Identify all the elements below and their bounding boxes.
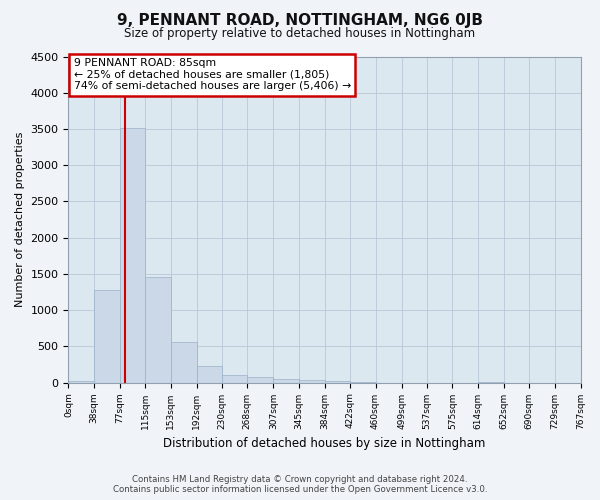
Text: Contains HM Land Registry data © Crown copyright and database right 2024.
Contai: Contains HM Land Registry data © Crown c…	[113, 474, 487, 494]
Text: 9 PENNANT ROAD: 85sqm
← 25% of detached houses are smaller (1,805)
74% of semi-d: 9 PENNANT ROAD: 85sqm ← 25% of detached …	[74, 58, 351, 92]
X-axis label: Distribution of detached houses by size in Nottingham: Distribution of detached houses by size …	[163, 437, 485, 450]
Bar	[94, 290, 120, 382]
Bar	[274, 379, 299, 382]
Bar	[68, 381, 94, 382]
Bar	[299, 380, 325, 382]
Bar	[325, 381, 350, 382]
Y-axis label: Number of detached properties: Number of detached properties	[15, 132, 25, 307]
Bar	[170, 342, 197, 382]
Bar	[222, 374, 247, 382]
Text: 9, PENNANT ROAD, NOTTINGHAM, NG6 0JB: 9, PENNANT ROAD, NOTTINGHAM, NG6 0JB	[117, 12, 483, 28]
Text: Size of property relative to detached houses in Nottingham: Size of property relative to detached ho…	[124, 28, 476, 40]
Bar	[145, 277, 170, 382]
Bar	[197, 366, 222, 382]
Bar	[247, 377, 274, 382]
Bar	[120, 128, 145, 382]
